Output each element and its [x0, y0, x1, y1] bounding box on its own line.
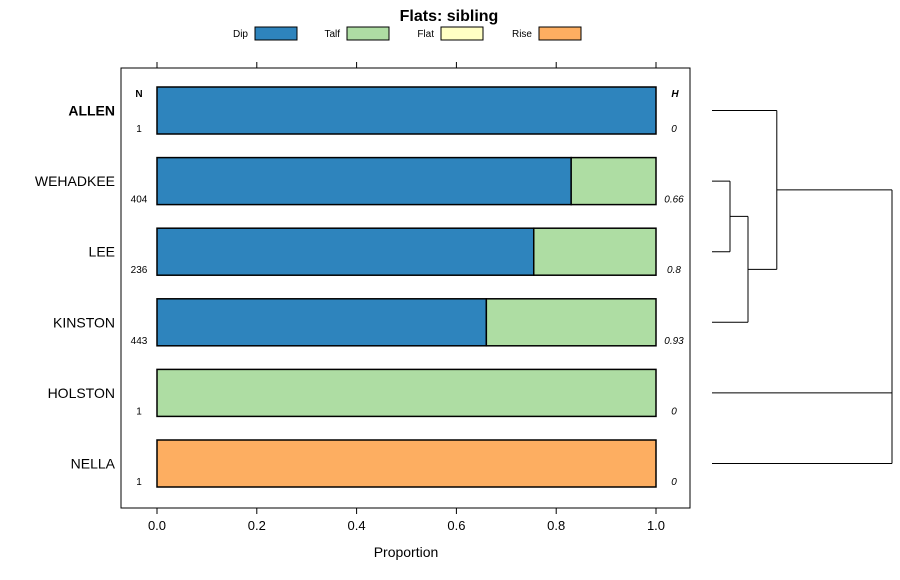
- n-value: 443: [131, 336, 148, 347]
- legend: Dip Talf Flat Rise: [233, 26, 582, 41]
- x-tick-label: 0.0: [148, 518, 166, 533]
- category-labels: ALLEN 1 0 WEHADKEE 404 0.66 LEE 236 0.8 KINSTON 44…: [35, 103, 684, 489]
- bar-kinston-talf: [485, 298, 657, 347]
- legend-label-dip: Dip: [233, 29, 248, 40]
- dendrogram: [712, 110, 893, 464]
- bar-nella-rise: [156, 439, 657, 488]
- bar-wehadkee-talf: [570, 156, 657, 206]
- bar-lee-talf: [532, 227, 657, 276]
- h-value: 0.8: [667, 265, 681, 276]
- category-label-allen: ALLEN: [68, 103, 115, 119]
- x-tick-label: 0.4: [348, 518, 366, 533]
- x-tick-label: 0.2: [248, 518, 266, 533]
- h-value: 0: [671, 124, 677, 135]
- h-column-header: H: [671, 89, 679, 100]
- legend-swatch-talf: [346, 26, 390, 41]
- bar-lee-dip: [156, 227, 535, 276]
- x-tick-label: 0.6: [447, 518, 465, 533]
- x-axis: 0.0 0.2 0.4 0.6 0.8 1.0: [148, 62, 665, 533]
- n-value: 1: [136, 124, 142, 135]
- bars: [156, 86, 657, 488]
- h-value: 0.66: [664, 195, 684, 206]
- bar-wehadkee-dip: [156, 156, 572, 206]
- h-value: 0: [671, 406, 677, 417]
- category-label-lee: LEE: [89, 244, 115, 260]
- x-axis-label: Proportion: [374, 544, 439, 560]
- x-tick-label: 0.8: [547, 518, 565, 533]
- x-tick-label: 1.0: [647, 518, 665, 533]
- h-value: 0: [671, 477, 677, 488]
- category-label-nella: NELLA: [71, 456, 116, 472]
- category-label-wehadkee: WEHADKEE: [35, 173, 115, 189]
- n-value: 1: [136, 406, 142, 417]
- legend-label-flat: Flat: [417, 29, 434, 40]
- bar-holston-talf: [156, 368, 657, 418]
- category-label-kinston: KINSTON: [53, 314, 115, 330]
- n-column-header: N: [135, 89, 142, 100]
- n-value: 1: [136, 477, 142, 488]
- legend-label-talf: Talf: [324, 29, 340, 40]
- plot-frame: [120, 67, 691, 509]
- bar-allen-dip: [156, 86, 657, 135]
- legend-swatch-dip: [254, 26, 298, 41]
- h-value: 0.93: [664, 336, 684, 347]
- n-value: 404: [131, 195, 148, 206]
- n-value: 236: [131, 265, 148, 276]
- legend-label-rise: Rise: [512, 29, 532, 40]
- bar-kinston-dip: [156, 298, 488, 347]
- category-label-holston: HOLSTON: [48, 385, 115, 401]
- legend-swatch-rise: [538, 26, 582, 41]
- legend-swatch-flat: [440, 26, 484, 41]
- chart-title: Flats: sibling: [400, 8, 499, 25]
